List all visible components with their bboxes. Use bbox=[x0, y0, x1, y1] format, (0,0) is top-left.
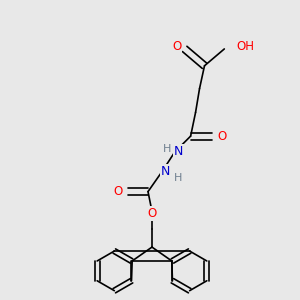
Text: H: H bbox=[163, 144, 171, 154]
Text: H: H bbox=[174, 173, 182, 183]
Text: OH: OH bbox=[236, 40, 254, 53]
Text: O: O bbox=[114, 185, 123, 198]
Text: N: N bbox=[174, 146, 183, 158]
Text: O: O bbox=[147, 207, 157, 220]
Text: O: O bbox=[172, 40, 182, 53]
Text: O: O bbox=[218, 130, 227, 142]
Text: N: N bbox=[161, 165, 170, 178]
